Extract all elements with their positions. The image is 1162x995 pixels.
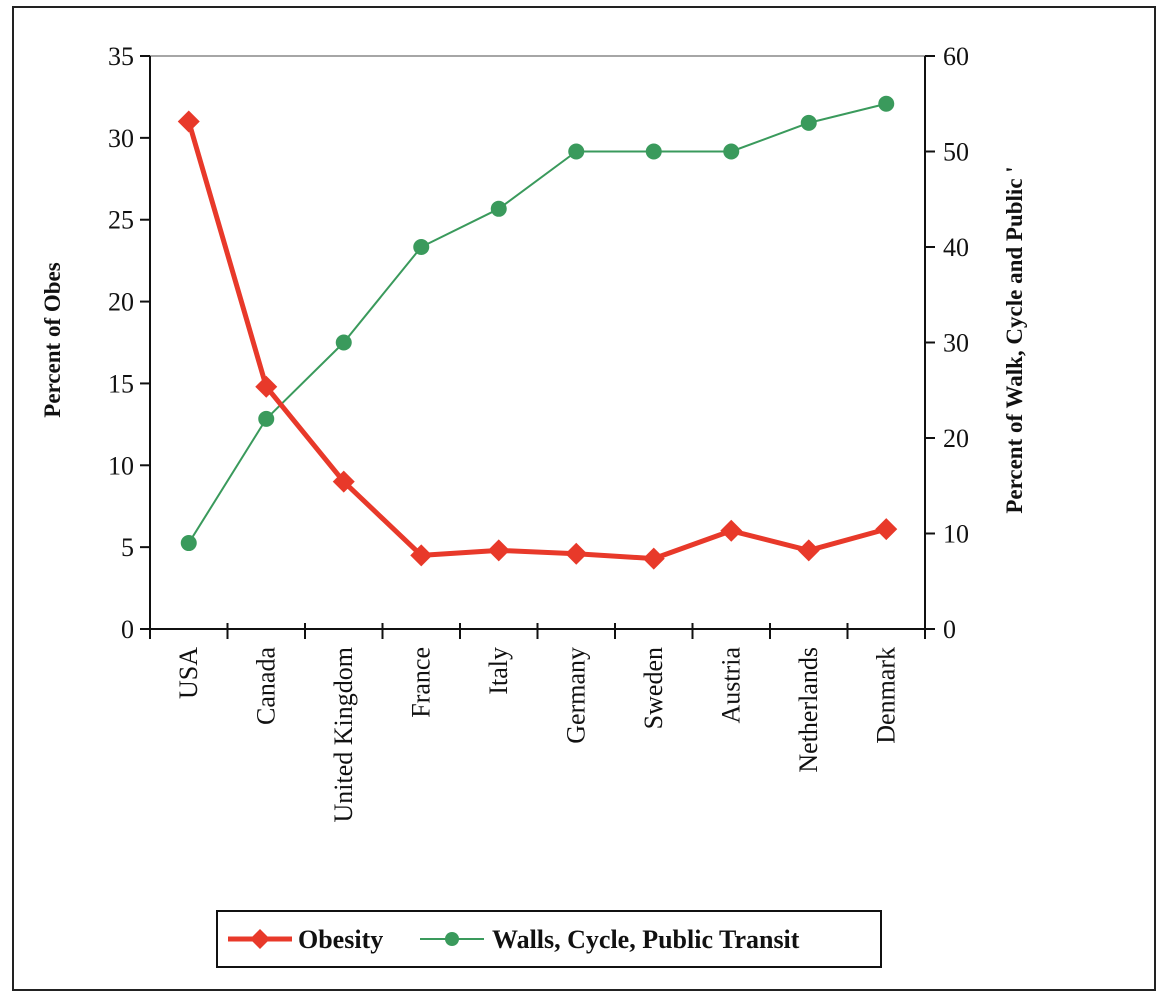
x-category-label: Germany [561, 647, 590, 744]
transit-point [180, 535, 197, 552]
right-axis-title: Percent of Walk, Cycle and Public ' [1002, 166, 1027, 513]
left-tick-label: 10 [108, 451, 134, 480]
transit-point [413, 239, 430, 255]
right-tick-label: 10 [943, 520, 969, 549]
x-category-label: Austria [716, 647, 745, 724]
obesity-point [797, 539, 820, 562]
transit-point [335, 334, 352, 351]
x-category-label: France [406, 647, 435, 718]
right-tick-label: 0 [943, 615, 956, 644]
x-category-label: USA [174, 647, 203, 699]
transit-point [800, 114, 817, 131]
obesity-point [720, 519, 743, 542]
transit-point [258, 410, 275, 427]
obesity-point [565, 542, 588, 565]
transit-point [490, 200, 507, 217]
obesity-series-line [186, 120, 887, 562]
left-tick-label: 35 [108, 42, 134, 71]
transit-point [645, 143, 662, 160]
obesity-point [332, 470, 355, 493]
right-tick-label: 40 [943, 233, 969, 262]
series-layer [177, 95, 898, 570]
left-tick-label: 15 [108, 369, 134, 398]
legend-transit-circle-icon [445, 932, 459, 946]
obesity-point [177, 110, 200, 133]
legend-obesity-label: Obesity [298, 925, 383, 954]
left-tick-label: 25 [108, 206, 134, 235]
x-category-label: United Kingdom [329, 647, 358, 823]
obesity-point [410, 544, 433, 567]
legend: Obesity Walls, Cycle, Public Transit [216, 910, 882, 968]
x-category-label: Sweden [639, 647, 668, 729]
transit-point [723, 143, 740, 160]
right-tick-label: 60 [943, 42, 969, 71]
axes-layer: 0 5 10 15 20 25 30 35 0 10 20 30 40 50 60 USA Canada Unit… [108, 42, 969, 823]
transit-series-line [187, 102, 887, 544]
x-category-label: Italy [484, 647, 513, 695]
legend-transit-label: Walls, Cycle, Public Transit [492, 925, 800, 954]
obesity-point [875, 518, 898, 541]
obesity-point [642, 547, 665, 570]
left-tick-label: 0 [121, 615, 134, 644]
obesity-point [487, 539, 510, 562]
right-tick-label: 20 [943, 424, 969, 453]
right-tick-label: 50 [943, 138, 969, 167]
left-axis-title: Percent of Obes [40, 262, 65, 417]
x-category-label: Netherlands [794, 647, 823, 773]
transit-point [878, 95, 895, 112]
legend-box [216, 910, 882, 968]
legend-obesity-diamond-icon [250, 929, 270, 949]
right-tick-label: 30 [943, 329, 969, 358]
obesity-point [255, 375, 278, 398]
left-tick-label: 5 [121, 533, 134, 562]
x-category-label: Canada [251, 647, 280, 725]
left-tick-label: 30 [108, 124, 134, 153]
x-category-label: Denmark [871, 647, 900, 744]
transit-point [568, 143, 585, 160]
left-tick-label: 20 [108, 288, 134, 317]
